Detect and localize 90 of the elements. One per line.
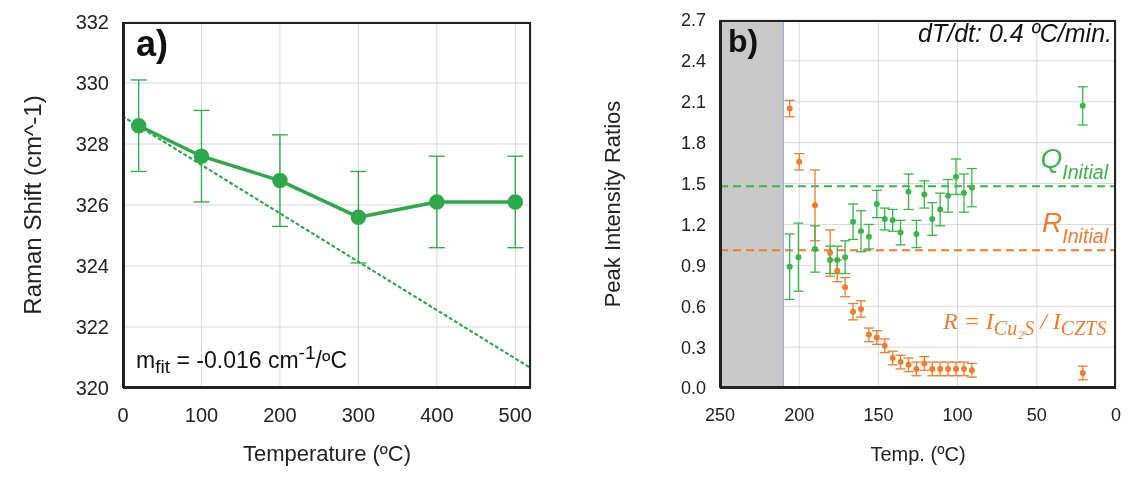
point xyxy=(873,334,880,341)
point xyxy=(193,148,210,164)
y-tick-label: 0.9 xyxy=(680,255,706,276)
point xyxy=(795,254,802,261)
point xyxy=(272,172,288,189)
point xyxy=(350,209,367,225)
annotation: b) xyxy=(728,23,759,60)
point xyxy=(827,250,834,257)
point xyxy=(429,194,445,210)
point xyxy=(929,365,936,372)
point xyxy=(873,201,880,207)
point xyxy=(960,365,967,372)
point xyxy=(921,360,928,367)
x-tick-label: 100 xyxy=(942,404,973,425)
point xyxy=(857,305,864,312)
point xyxy=(812,245,819,252)
annotation: dT/dt: 0.4 ºC/min. xyxy=(918,19,1112,48)
y-tick-label: 2.7 xyxy=(680,10,706,31)
point xyxy=(507,194,524,210)
point xyxy=(905,361,912,368)
point xyxy=(130,117,147,134)
y-tick-label: 1.2 xyxy=(680,214,706,235)
point xyxy=(897,359,904,366)
point xyxy=(786,263,793,270)
point xyxy=(960,190,967,197)
y-axis-title: Raman Shift (cm^-1) xyxy=(18,95,46,315)
point xyxy=(812,202,819,209)
y-axis-title: Peak Intensity Ratios xyxy=(599,100,625,308)
point xyxy=(850,218,857,225)
point xyxy=(827,256,834,263)
point xyxy=(905,188,912,195)
y-tick-label: 1.5 xyxy=(680,173,706,194)
annotation: R = I$_{Cu₂S}$ / I$_{CZTS}$ xyxy=(943,308,1107,339)
point xyxy=(968,184,975,191)
x-axis-title: Temp. (ºC) xyxy=(870,443,966,465)
point xyxy=(796,158,803,165)
y-tick-label: 2.4 xyxy=(680,51,706,72)
y-tick-label: 2.1 xyxy=(680,92,706,113)
point xyxy=(937,206,944,213)
y-tick-label: 330 xyxy=(75,72,109,95)
x-tick-label: 250 xyxy=(704,404,736,425)
y-tick-label: 328 xyxy=(75,133,109,156)
point xyxy=(913,230,920,237)
point xyxy=(865,233,872,240)
point xyxy=(881,215,888,222)
point xyxy=(897,229,904,236)
y-tick-label: 0.6 xyxy=(680,296,706,317)
x-tick-label: 500 xyxy=(498,404,532,427)
point xyxy=(937,365,944,372)
annotation: a) xyxy=(136,23,169,64)
x-tick-label: 0 xyxy=(117,404,129,427)
point xyxy=(842,284,849,291)
point xyxy=(857,228,864,235)
ref-line-label: Q$_{Initial}$ xyxy=(1040,143,1109,184)
x-tick-label: 50 xyxy=(1026,404,1047,425)
x-tick-label: 100 xyxy=(184,404,219,427)
point xyxy=(921,191,928,198)
x-tick-label: 200 xyxy=(784,404,815,425)
x-axis-title: Temperature (ºC) xyxy=(242,441,412,466)
x-tick-label: 200 xyxy=(263,404,297,427)
y-tick-label: 320 xyxy=(75,377,109,400)
y-tick-label: 324 xyxy=(75,255,109,278)
point xyxy=(945,365,952,372)
y-tick-label: 0.3 xyxy=(680,337,706,358)
point xyxy=(929,215,936,222)
point xyxy=(881,342,888,349)
y-tick-label: 322 xyxy=(75,316,109,339)
y-tick-label: 1.8 xyxy=(680,133,706,154)
point xyxy=(968,367,975,374)
point xyxy=(953,173,960,180)
point xyxy=(913,365,920,372)
point xyxy=(850,308,857,315)
point xyxy=(865,331,872,338)
point xyxy=(953,365,960,372)
y-tick-label: 0.0 xyxy=(680,378,706,399)
point xyxy=(842,254,849,261)
point xyxy=(1079,102,1086,109)
y-tick-label: 332 xyxy=(75,11,109,34)
x-tick-label: 150 xyxy=(863,404,894,425)
point xyxy=(1079,370,1086,377)
point xyxy=(945,192,952,199)
annotation: m$_{fit}$ = -0.016 cm$^{-1}$/ºC xyxy=(136,342,348,378)
x-tick-label: 400 xyxy=(420,404,454,427)
y-tick-label: 326 xyxy=(75,194,109,217)
point xyxy=(889,217,896,224)
x-tick-label: 0 xyxy=(1110,404,1122,425)
x-tick-label: 300 xyxy=(341,404,376,427)
point xyxy=(889,355,896,362)
point xyxy=(786,105,793,112)
ref-line-label: R$_{Initial}$ xyxy=(1042,207,1109,248)
